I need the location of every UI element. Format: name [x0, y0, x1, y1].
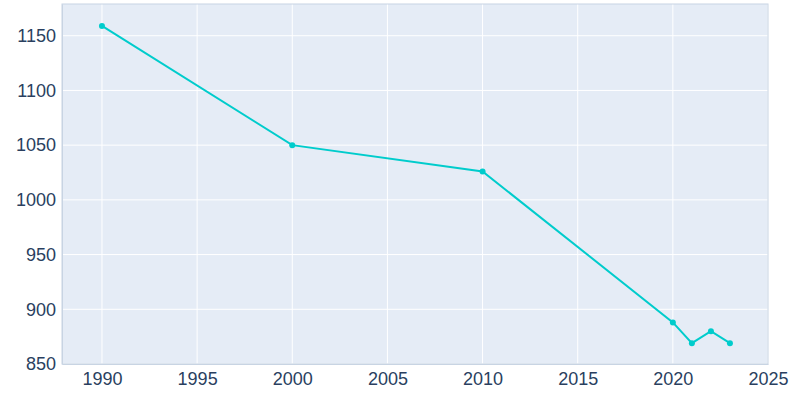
chart: 1990 1995 2000 2005 2010 2015 2020 2025 850 900 95…	[0, 0, 800, 400]
grid-line-x	[482, 4, 483, 364]
plot: 1990 1995 2000 2005 2010 2015 2020 2025 850 900 95…	[16, 4, 789, 389]
tick-label: 1990	[82, 369, 122, 389]
marker	[727, 340, 733, 346]
tick-label: 2005	[368, 369, 408, 389]
marker	[708, 328, 714, 334]
tick: 2000	[273, 364, 313, 389]
tick: 1000	[16, 190, 62, 210]
tick-label: 2010	[463, 369, 503, 389]
tick: 2020	[653, 364, 693, 389]
tick: 1150	[17, 26, 62, 46]
tick-label: 1000	[16, 190, 56, 210]
grid-line-x	[387, 4, 388, 364]
grid-line-y	[62, 145, 768, 146]
tick: 2025	[748, 364, 788, 389]
marker	[480, 168, 486, 174]
grid-line-y	[62, 254, 768, 255]
grid-line-y	[62, 90, 768, 91]
series	[99, 23, 733, 346]
tick-label: 2020	[653, 369, 693, 389]
x-axis: 1990 1995 2000 2005 2010 2015 2020 2025	[63, 364, 789, 389]
marker	[99, 23, 105, 29]
y-axis: 850 900 950 1000 1050 1100 1150	[16, 5, 63, 375]
line	[102, 26, 730, 343]
tick: 850	[26, 354, 62, 374]
tick: 1100	[17, 81, 62, 101]
plot-background	[62, 4, 768, 364]
grid-line-x	[197, 4, 198, 364]
tick-label: 850	[26, 354, 56, 374]
tick: 1995	[178, 364, 218, 389]
tick-label: 2000	[273, 369, 313, 389]
grid-line-y	[62, 35, 768, 36]
marker	[670, 319, 676, 325]
tick-label: 1995	[178, 369, 218, 389]
grid-line-y	[62, 199, 768, 200]
marker	[289, 142, 295, 148]
tick-label: 1050	[16, 135, 56, 155]
grid	[62, 4, 768, 364]
tick-label: 2025	[748, 369, 788, 389]
tick: 1990	[82, 364, 122, 389]
tick: 2010	[463, 364, 503, 389]
tick-label: 1100	[17, 81, 56, 101]
tick: 950	[26, 245, 62, 265]
tick: 1050	[16, 135, 62, 155]
grid-line-x	[672, 4, 673, 364]
tick-label: 2015	[558, 369, 598, 389]
grid-line-y	[62, 309, 768, 310]
grid-line-x	[292, 4, 293, 364]
tick-label: 900	[26, 300, 56, 320]
grid-line-x	[101, 4, 102, 364]
tick-label: 950	[26, 245, 56, 265]
tick-label: 1150	[17, 26, 56, 46]
tick: 2005	[368, 364, 408, 389]
marker	[689, 340, 695, 346]
plot-frame	[62, 4, 768, 364]
tick: 2015	[558, 364, 598, 389]
tick: 900	[26, 300, 62, 320]
grid-line-x	[577, 4, 578, 364]
